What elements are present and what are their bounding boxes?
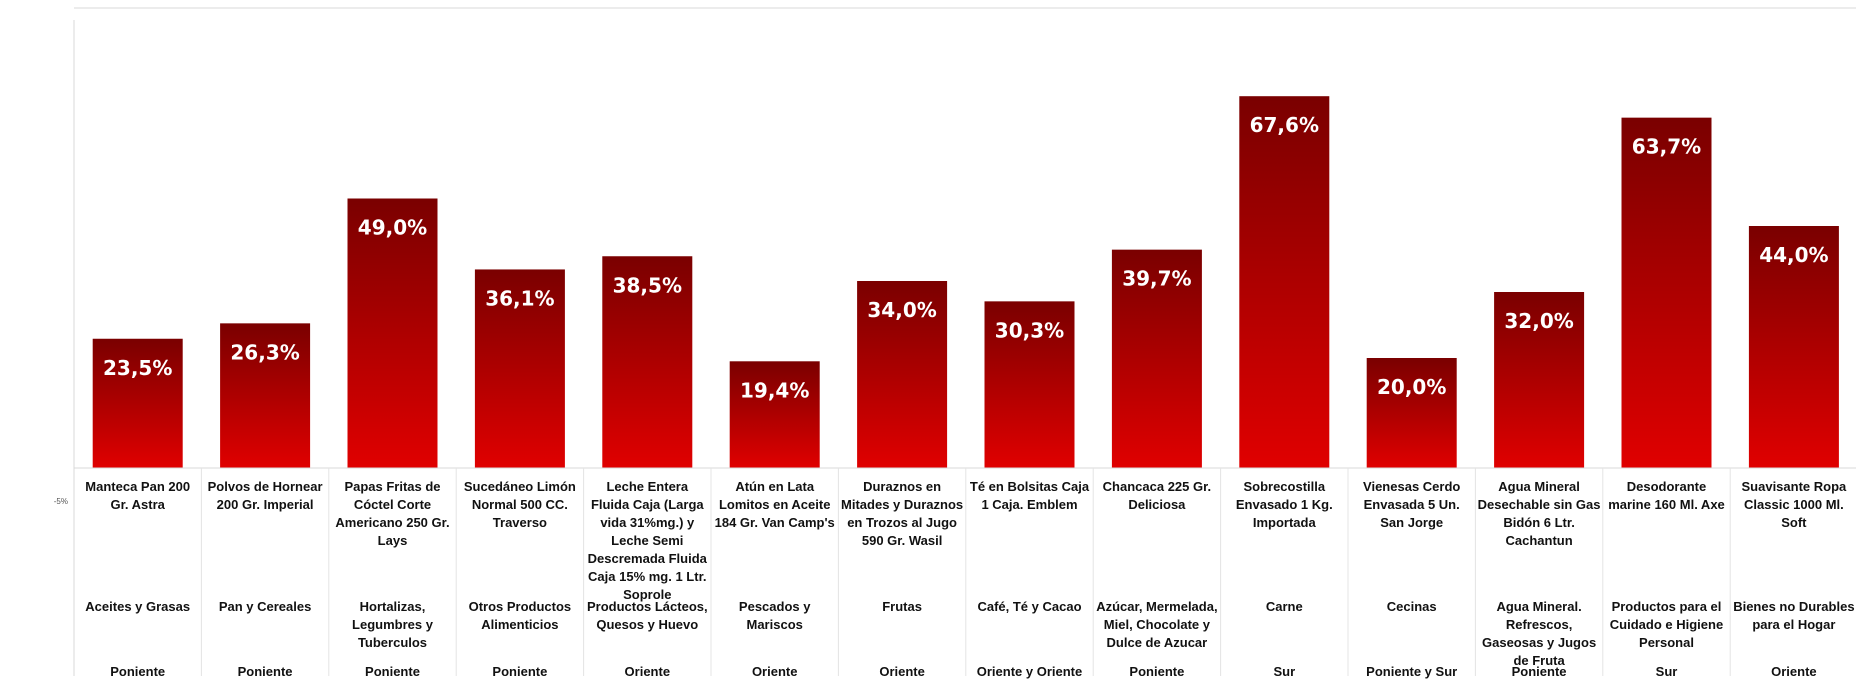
y-tick-label: -5% <box>54 497 68 506</box>
data-label-13: 63,7% <box>1632 135 1701 159</box>
bar-6 <box>729 361 820 468</box>
bar-12 <box>1494 292 1585 468</box>
category-zone-label: Poniente <box>1511 664 1567 679</box>
category-zone-label: Poniente <box>110 664 166 679</box>
data-label-1: 23,5% <box>103 356 172 380</box>
category-group-label: Productos para el Cuidado e Higiene Pers… <box>1609 599 1724 650</box>
category-product-label: Manteca Pan 200 Gr. Astra <box>85 479 191 512</box>
data-label-6: 19,4% <box>740 378 809 402</box>
bars-layer: 23,5% 26,3% 49,0% 36,1% 38,5% 19,4% 34,0% 30,3%… <box>92 96 1839 469</box>
data-label-11: 20,0% <box>1377 375 1446 399</box>
y-axis-ticks: -5% <box>54 497 68 506</box>
bar-2 <box>220 323 311 468</box>
category-group-label: Carne <box>1265 599 1303 614</box>
category-zone-label: Oriente <box>879 664 925 679</box>
category-group-label: Hortalizas, Legumbres y Tuberculos <box>352 599 433 650</box>
bar-7 <box>857 281 948 468</box>
category-product-label: Suavisante Ropa Classic 1000 Ml. Soft <box>1741 479 1847 530</box>
data-label-2: 26,3% <box>230 340 299 364</box>
category-zone-label: Oriente <box>624 664 671 679</box>
category-group-label: Cecinas <box>1386 599 1437 614</box>
category-product-label: Desodorante marine 160 Ml. Axe <box>1608 479 1725 512</box>
bar-5 <box>602 256 693 468</box>
category-product-label: Agua Mineral Desechable sin Gas Bidón 6 … <box>1477 479 1601 548</box>
category-product-label: Polvos de Hornear 200 Gr. Imperial <box>207 479 323 512</box>
bar-9 <box>1111 249 1202 468</box>
category-zone-label: Oriente <box>751 664 798 679</box>
bar-11 <box>1366 358 1457 468</box>
data-label-7: 34,0% <box>867 298 936 322</box>
category-group-label: Pan y Cereales <box>218 599 312 614</box>
data-label-10: 67,6% <box>1250 113 1319 137</box>
bar-14 <box>1748 226 1839 468</box>
category-product-label: Atún en Lata Lomitos en Aceite 184 Gr. V… <box>714 479 835 530</box>
category-group-label: Bienes no Durables para el Hogar <box>1733 599 1855 632</box>
data-label-5: 38,5% <box>613 273 682 297</box>
category-group-label: Productos Lácteos, Quesos y Huevo <box>586 599 708 632</box>
data-label-9: 39,7% <box>1122 267 1191 291</box>
bar-13 <box>1621 117 1712 469</box>
category-product-label: Papas Fritas de Cóctel Corte Americano 2… <box>335 479 450 548</box>
bar-4 <box>474 269 565 468</box>
category-zone-label: Poniente y Sur <box>1366 664 1458 679</box>
data-label-4: 36,1% <box>485 286 554 310</box>
category-product-label: Leche Entera Fluida Caja (Larga vida 31%… <box>587 479 707 602</box>
category-product-label: Sobrecostilla Envasado 1 Kg. Importada <box>1235 479 1333 530</box>
bar-3 <box>347 198 438 468</box>
category-product-label: Duraznos en Mitades y Duraznos en Trozos… <box>841 479 964 548</box>
data-label-12: 32,0% <box>1504 309 1573 333</box>
category-product-label: Chancaca 225 Gr. Deliciosa <box>1102 479 1212 512</box>
category-group-label: Aceites y Grasas <box>85 599 191 614</box>
category-zone-label: Poniente <box>492 664 548 679</box>
data-label-14: 44,0% <box>1759 243 1828 267</box>
category-group-label: Otros Productos Alimenticios <box>468 599 572 632</box>
category-group-label: Azúcar, Mermelada, Miel, Chocolate y Dul… <box>1096 599 1218 650</box>
category-product-label: Sucedáneo Limón Normal 500 CC. Traverso <box>463 479 576 530</box>
category-zone-label: Oriente y Oriente <box>976 664 1083 679</box>
data-label-8: 30,3% <box>995 318 1064 342</box>
category-zone-label: Sur <box>1655 664 1678 679</box>
category-zone-label: Oriente <box>1771 664 1817 679</box>
bar-8 <box>984 301 1075 468</box>
category-group-label: Pescados y Mariscos <box>738 599 811 632</box>
category-group-label: Agua Mineral. Refrescos, Gaseosas y Jugo… <box>1482 599 1597 668</box>
category-group-label: Frutas <box>882 599 922 614</box>
category-grid <box>74 467 1856 676</box>
category-zone-label: Poniente <box>1129 664 1185 679</box>
data-label-3: 49,0% <box>358 216 427 240</box>
category-group-label: Café, Té y Cacao <box>977 599 1082 614</box>
bar-1 <box>92 338 183 468</box>
bar-10 <box>1239 96 1330 468</box>
category-product-label: Vienesas Cerdo Envasada 5 Un. San Jorge <box>1363 479 1461 530</box>
category-zone-label: Poniente <box>365 664 420 679</box>
category-product-label: Té en Bolsitas Caja 1 Caja. Emblem <box>969 479 1090 512</box>
category-zone-label: Sur <box>1273 664 1296 679</box>
category-zone-label: Poniente <box>237 664 293 679</box>
